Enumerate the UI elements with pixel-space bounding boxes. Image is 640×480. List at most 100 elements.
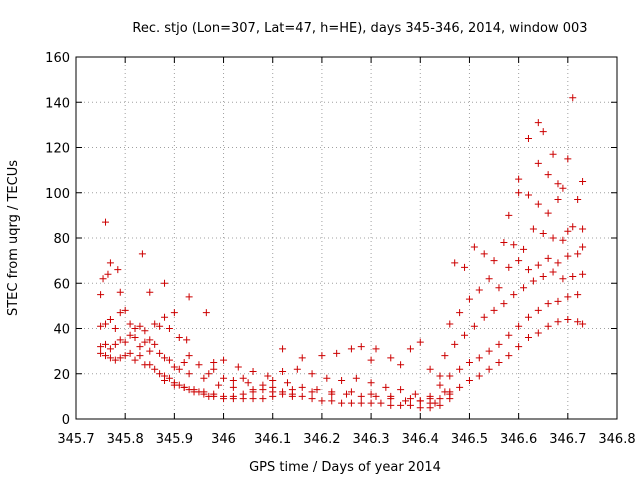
data-point <box>202 309 210 317</box>
data-point <box>475 286 483 294</box>
data-point <box>269 377 277 385</box>
data-point <box>446 372 454 380</box>
data-point <box>151 340 159 348</box>
data-point <box>465 295 473 303</box>
x-tick-label: 346.4 <box>402 432 439 447</box>
x-tick-label: 346.5 <box>451 432 488 447</box>
data-point <box>549 234 557 242</box>
data-point <box>406 345 414 353</box>
data-point <box>480 250 488 258</box>
data-point <box>397 386 405 394</box>
data-point <box>579 225 587 233</box>
plot-frame <box>75 56 618 420</box>
data-point <box>554 297 562 305</box>
data-point <box>574 318 582 326</box>
data-point <box>111 356 119 364</box>
data-point <box>185 352 193 360</box>
data-point <box>387 392 395 400</box>
data-point <box>121 306 129 314</box>
data-point <box>505 211 513 219</box>
data-point <box>146 288 154 296</box>
data-point <box>569 272 577 280</box>
data-point <box>461 331 469 339</box>
data-point <box>338 399 346 407</box>
data-point <box>249 395 257 403</box>
data-point <box>146 336 154 344</box>
data-point <box>529 225 537 233</box>
data-point <box>220 374 228 382</box>
data-point <box>97 291 105 299</box>
data-point <box>97 349 105 357</box>
data-point <box>559 184 567 192</box>
data-point <box>470 243 478 251</box>
data-point <box>136 343 144 351</box>
data-point <box>436 381 444 389</box>
y-axis-label: STEC from uqrg / TECUs <box>6 160 21 316</box>
data-point <box>308 395 316 403</box>
data-point <box>549 150 557 158</box>
data-point <box>347 345 355 353</box>
data-point <box>574 196 582 204</box>
data-point <box>372 345 380 353</box>
data-point <box>559 236 567 244</box>
data-point <box>116 309 124 317</box>
data-point <box>126 331 134 339</box>
data-point <box>387 354 395 362</box>
x-tick-label: 346 <box>211 432 236 447</box>
y-tick-labels: 0 20 40 60 80 100 120 140 160 <box>45 51 70 428</box>
data-point <box>102 320 110 328</box>
data-point <box>436 372 444 380</box>
y-tick-label: 80 <box>53 232 70 247</box>
data-point <box>554 318 562 326</box>
data-point <box>210 390 218 398</box>
data-point <box>456 309 464 317</box>
data-point <box>175 334 183 342</box>
grid-lines <box>76 57 617 419</box>
data-point <box>126 320 134 328</box>
data-point <box>323 374 331 382</box>
data-point <box>106 354 114 362</box>
data-point <box>406 395 414 403</box>
data-point <box>382 383 390 391</box>
data-point <box>195 361 203 369</box>
data-point <box>579 320 587 328</box>
data-point <box>347 388 355 396</box>
data-point <box>559 275 567 283</box>
data-point <box>515 175 523 183</box>
data-point <box>333 349 341 357</box>
data-point <box>165 356 173 364</box>
data-point <box>416 404 424 412</box>
data-point <box>554 180 562 188</box>
data-point <box>436 401 444 409</box>
data-point <box>156 322 164 330</box>
data-point <box>529 277 537 285</box>
data-point <box>569 94 577 102</box>
data-point <box>539 128 547 136</box>
data-point <box>165 325 173 332</box>
data-point <box>146 347 154 355</box>
data-point <box>114 266 122 274</box>
data-point <box>249 386 257 394</box>
x-tick-label: 346.6 <box>500 432 537 447</box>
data-point <box>505 331 513 339</box>
data-point <box>544 322 552 330</box>
data-point <box>279 345 287 353</box>
data-point <box>426 365 434 373</box>
data-point <box>318 397 326 405</box>
data-point <box>343 390 350 398</box>
data-point <box>146 361 154 369</box>
data-point <box>446 320 454 328</box>
data-point <box>441 352 449 360</box>
x-axis-label: GPS time / Days of year 2014 <box>249 460 441 475</box>
data-point <box>136 322 144 330</box>
data-point <box>106 315 114 323</box>
data-point <box>106 345 114 353</box>
x-tick-label: 345.8 <box>107 432 144 447</box>
data-point <box>574 291 582 299</box>
data-markers <box>97 94 587 412</box>
data-point <box>131 356 139 364</box>
data-point <box>116 354 124 362</box>
data-point <box>97 322 105 330</box>
data-point <box>579 270 587 278</box>
data-point <box>495 340 503 348</box>
